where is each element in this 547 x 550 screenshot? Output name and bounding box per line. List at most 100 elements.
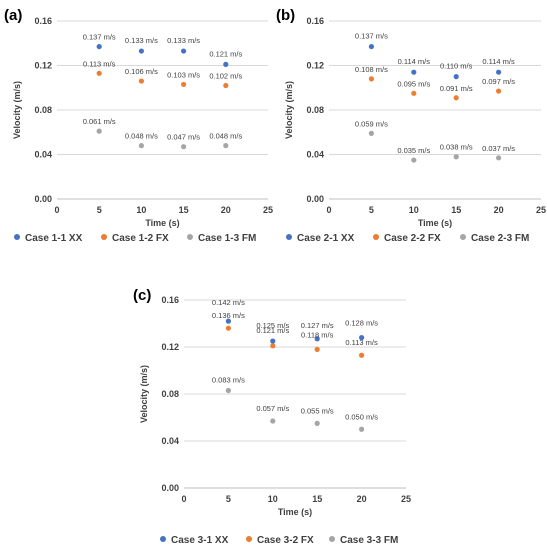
data-point xyxy=(496,69,502,75)
x-tick-label: 15 xyxy=(312,494,322,504)
legend-marker xyxy=(187,234,193,240)
data-point xyxy=(359,335,365,341)
data-point xyxy=(225,318,231,324)
data-label: 0.102 m/s xyxy=(209,72,242,81)
data-label: 0.114 m/s xyxy=(398,57,431,66)
data-label: 0.061 m/s xyxy=(83,117,116,126)
y-tick-label: 0.00 xyxy=(306,194,324,204)
y-tick-label: 0.12 xyxy=(161,342,179,352)
chart-panel-2: (b) 0.00 0.04 0.08 0.12 0.16 0 5 10 15 20 25 Time (s… xyxy=(276,7,546,244)
data-label: 0.048 m/s xyxy=(209,132,242,141)
x-tick-label: 0 xyxy=(54,205,59,215)
data-label: 0.133 m/s xyxy=(167,36,200,45)
data-label: 0.055 m/s xyxy=(301,406,334,415)
legend-marker xyxy=(329,536,335,542)
data-label: 0.110 m/s xyxy=(440,62,473,71)
data-point xyxy=(225,387,231,394)
data-point xyxy=(453,95,459,101)
legend-marker xyxy=(246,536,252,542)
x-tick-label: 0 xyxy=(326,205,331,215)
data-label: 0.057 m/s xyxy=(256,404,289,413)
legend-marker xyxy=(373,234,379,240)
y-tick-label: 0.16 xyxy=(34,16,52,26)
y-tick-label: 0.08 xyxy=(34,105,52,115)
y-tick-label: 0.16 xyxy=(306,16,324,26)
data-point xyxy=(270,343,276,349)
y-tick-label: 0.16 xyxy=(161,295,179,305)
data-label: 0.127 m/s xyxy=(301,321,334,330)
data-point xyxy=(411,69,417,75)
legend-marker xyxy=(286,234,292,240)
x-tick-label: 25 xyxy=(536,205,546,215)
data-label: 0.114 m/s xyxy=(482,57,515,66)
data-point xyxy=(411,90,417,96)
data-label: 0.050 m/s xyxy=(345,412,378,421)
data-point xyxy=(223,143,229,149)
data-point xyxy=(368,130,374,136)
data-point xyxy=(223,61,229,67)
legend-entry: Case 1-2 FX xyxy=(112,233,169,244)
y-axis-title: Velocity (m/s) xyxy=(139,365,149,423)
legend-entry: Case 2-2 FX xyxy=(384,233,441,244)
data-label: 0.103 m/s xyxy=(167,70,200,79)
y-tick-label: 0.00 xyxy=(34,194,52,204)
data-point xyxy=(270,338,276,344)
data-point xyxy=(223,82,229,89)
legend-marker xyxy=(14,234,20,240)
legend-entry: Case 3-1 XX xyxy=(171,535,229,546)
y-tick-label: 0.04 xyxy=(161,436,179,446)
data-label: 0.035 m/s xyxy=(397,146,430,155)
data-label: 0.136 m/s xyxy=(212,311,245,320)
x-tick-label: 5 xyxy=(97,205,102,215)
data-point xyxy=(496,88,502,94)
chart-panel-3: (c) 0.00 0.04 0.08 0.12 0.16 0 5 10 15 20 25 Time (s… xyxy=(133,287,411,546)
data-point xyxy=(181,81,187,88)
x-axis-title: Time (s) xyxy=(145,218,179,228)
x-tick-label: 5 xyxy=(226,494,231,504)
data-point xyxy=(314,346,320,352)
x-tick-label: 20 xyxy=(494,205,504,215)
data-label: 0.121 m/s xyxy=(209,49,242,58)
y-tick-label: 0.08 xyxy=(306,105,324,115)
data-point xyxy=(314,336,320,342)
y-tick-label: 0.04 xyxy=(306,150,324,160)
y-axis-title: Velocity (m/s) xyxy=(12,81,22,139)
data-point xyxy=(453,154,459,160)
data-point xyxy=(225,325,231,331)
data-point xyxy=(453,74,459,80)
data-label: 0.038 m/s xyxy=(440,143,473,152)
data-point xyxy=(368,76,374,82)
x-tick-label: 0 xyxy=(181,494,186,504)
data-label: 0.125 m/s xyxy=(256,321,289,330)
data-label: 0.118 m/s xyxy=(301,330,334,339)
data-point xyxy=(96,128,102,134)
legend-entry: Case 1-3 FM xyxy=(198,233,256,244)
x-tick-label: 15 xyxy=(179,205,189,215)
y-tick-label: 0.00 xyxy=(161,483,179,493)
y-tick-label: 0.12 xyxy=(34,61,52,71)
legend-entry: Case 2-1 XX xyxy=(297,233,355,244)
data-label: 0.047 m/s xyxy=(167,133,200,142)
data-label: 0.091 m/s xyxy=(440,84,473,93)
data-point xyxy=(138,48,144,54)
data-label: 0.097 m/s xyxy=(482,77,515,86)
x-tick-label: 20 xyxy=(221,205,231,215)
data-point xyxy=(96,43,102,50)
data-label: 0.137 m/s xyxy=(355,32,388,41)
data-point xyxy=(138,143,144,149)
data-label: 0.095 m/s xyxy=(397,79,430,88)
data-point xyxy=(368,43,374,50)
data-label: 0.128 m/s xyxy=(345,319,378,328)
legend-entry: Case 1-1 XX xyxy=(25,233,83,244)
data-point xyxy=(181,48,187,54)
y-tick-label: 0.08 xyxy=(161,389,179,399)
data-label: 0.113 m/s xyxy=(345,338,378,347)
y-axis-title: Velocity (m/s) xyxy=(284,81,294,139)
chart-panel-1: (a) 0.00 0.04 0.08 0.12 0.16 0 5 10 15 20 25 Time (s… xyxy=(4,7,273,244)
legend-marker xyxy=(460,234,466,240)
x-tick-label: 10 xyxy=(409,205,419,215)
data-label: 0.048 m/s xyxy=(125,132,158,141)
x-tick-label: 10 xyxy=(268,494,278,504)
data-label: 0.142 m/s xyxy=(212,298,245,307)
data-label: 0.083 m/s xyxy=(212,375,245,384)
